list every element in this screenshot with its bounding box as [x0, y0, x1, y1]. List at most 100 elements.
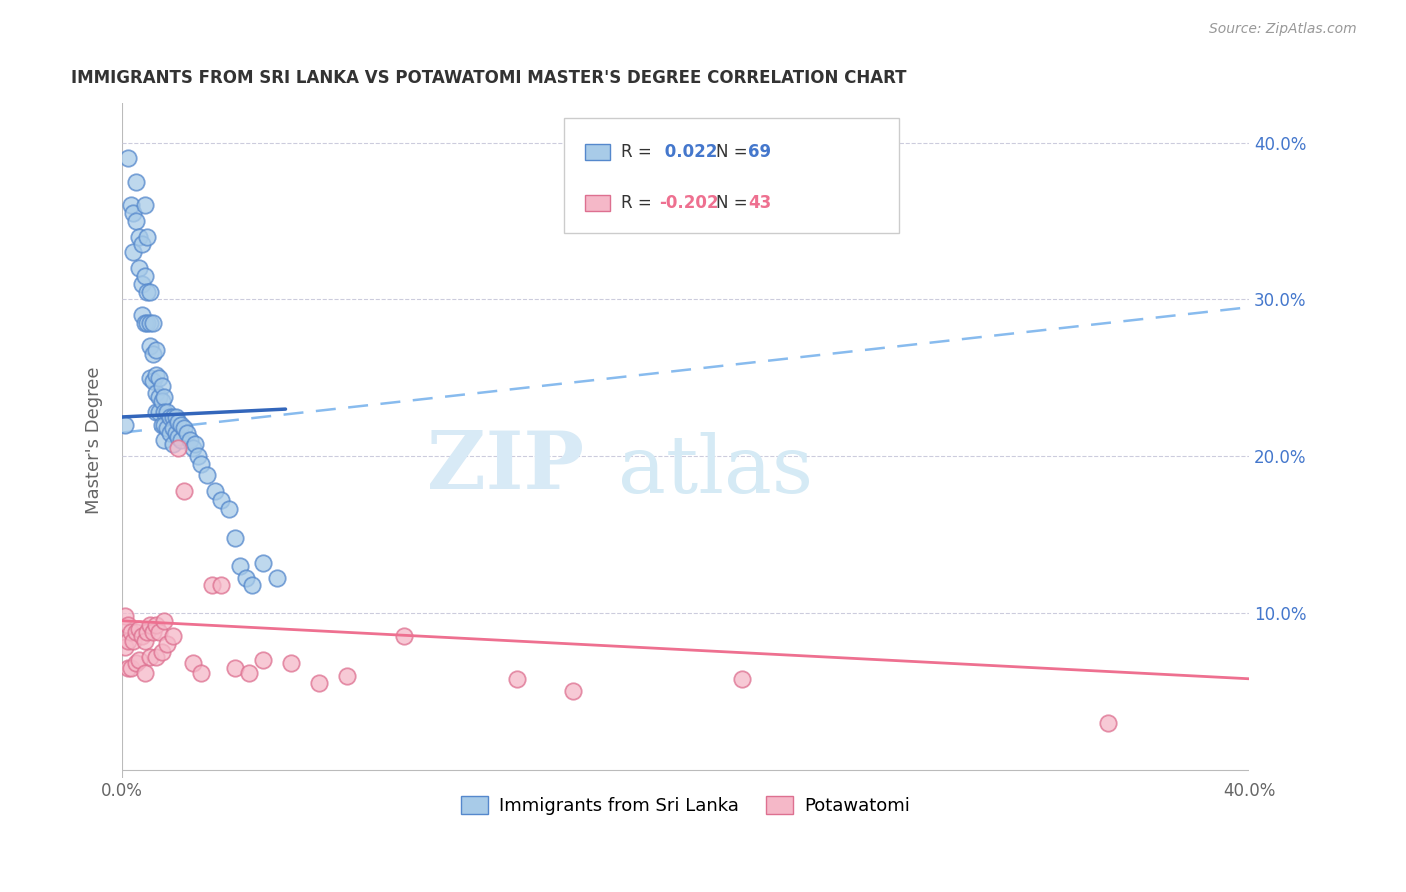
- Point: [238, 665, 260, 680]
- Point: [173, 421, 195, 435]
- Point: [167, 442, 190, 456]
- Point: [145, 405, 167, 419]
- Point: [139, 285, 162, 299]
- Text: ZIP: ZIP: [427, 428, 585, 507]
- Point: [167, 415, 190, 429]
- Point: [145, 368, 167, 382]
- Point: [150, 417, 173, 432]
- Point: [128, 653, 150, 667]
- Point: [134, 665, 156, 680]
- Point: [167, 430, 190, 444]
- Point: [148, 390, 170, 404]
- Point: [117, 661, 139, 675]
- Point: [170, 417, 193, 432]
- Point: [117, 151, 139, 165]
- Point: [156, 421, 179, 435]
- Point: [148, 370, 170, 384]
- Point: [125, 624, 148, 639]
- Point: [336, 668, 359, 682]
- Point: [136, 624, 159, 639]
- Point: [142, 316, 165, 330]
- Point: [190, 457, 212, 471]
- Point: [392, 630, 415, 644]
- Point: [280, 656, 302, 670]
- Point: [561, 684, 583, 698]
- Y-axis label: Master's Degree: Master's Degree: [86, 367, 103, 514]
- Point: [139, 339, 162, 353]
- Text: R =: R =: [621, 194, 658, 212]
- Point: [131, 308, 153, 322]
- Text: IMMIGRANTS FROM SRI LANKA VS POTAWATOMI MASTER'S DEGREE CORRELATION CHART: IMMIGRANTS FROM SRI LANKA VS POTAWATOMI …: [72, 69, 907, 87]
- Point: [117, 618, 139, 632]
- Point: [150, 394, 173, 409]
- Point: [120, 624, 142, 639]
- Point: [122, 245, 145, 260]
- Point: [240, 577, 263, 591]
- Point: [162, 436, 184, 450]
- Point: [156, 405, 179, 419]
- Point: [114, 609, 136, 624]
- Point: [184, 436, 207, 450]
- Point: [150, 645, 173, 659]
- Point: [308, 676, 330, 690]
- Point: [252, 653, 274, 667]
- Point: [120, 661, 142, 675]
- Point: [252, 556, 274, 570]
- Point: [122, 634, 145, 648]
- Point: [153, 390, 176, 404]
- Point: [153, 417, 176, 432]
- Point: [209, 493, 232, 508]
- Point: [505, 672, 527, 686]
- Point: [159, 425, 181, 440]
- Point: [162, 630, 184, 644]
- Point: [125, 214, 148, 228]
- Point: [156, 637, 179, 651]
- Point: [187, 449, 209, 463]
- Point: [731, 672, 754, 686]
- Point: [142, 374, 165, 388]
- Text: 69: 69: [748, 143, 770, 161]
- Text: -0.202: -0.202: [659, 194, 718, 212]
- Point: [266, 571, 288, 585]
- Point: [145, 343, 167, 357]
- Point: [136, 285, 159, 299]
- Point: [120, 198, 142, 212]
- Point: [139, 649, 162, 664]
- Text: 0.022: 0.022: [659, 143, 718, 161]
- Point: [139, 316, 162, 330]
- Point: [190, 665, 212, 680]
- Point: [153, 614, 176, 628]
- Point: [179, 434, 201, 448]
- Point: [181, 442, 204, 456]
- Point: [117, 634, 139, 648]
- Point: [162, 409, 184, 424]
- Point: [114, 417, 136, 432]
- Point: [173, 483, 195, 498]
- Point: [235, 571, 257, 585]
- Point: [165, 409, 187, 424]
- Point: [125, 656, 148, 670]
- Point: [153, 434, 176, 448]
- Point: [181, 656, 204, 670]
- Text: N =: N =: [716, 194, 752, 212]
- Point: [128, 229, 150, 244]
- Point: [142, 624, 165, 639]
- Point: [139, 618, 162, 632]
- Point: [136, 229, 159, 244]
- Point: [209, 577, 232, 591]
- Point: [201, 577, 224, 591]
- Point: [122, 206, 145, 220]
- Point: [131, 630, 153, 644]
- Point: [139, 370, 162, 384]
- Point: [134, 316, 156, 330]
- Point: [148, 405, 170, 419]
- Point: [142, 347, 165, 361]
- Point: [165, 425, 187, 440]
- Point: [229, 558, 252, 573]
- Point: [176, 425, 198, 440]
- Point: [145, 618, 167, 632]
- Point: [145, 649, 167, 664]
- Point: [125, 175, 148, 189]
- Text: 43: 43: [748, 194, 772, 212]
- Point: [131, 277, 153, 291]
